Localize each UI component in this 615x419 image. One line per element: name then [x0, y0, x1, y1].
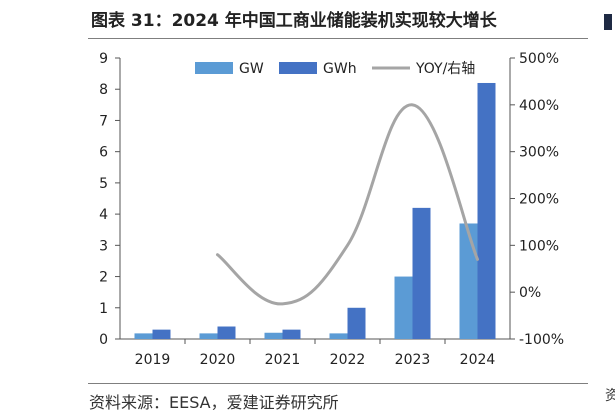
- left-tick-label: 8: [99, 82, 108, 98]
- right-tick-label: 200%: [519, 192, 559, 208]
- bar-gwh-2020: [217, 326, 236, 339]
- adjacent-panel-edge: [604, 14, 612, 30]
- right-tick-label: 0%: [519, 285, 541, 301]
- bars: [134, 82, 496, 339]
- right-tick-label: 300%: [519, 145, 559, 161]
- x-tick-label: 2019: [135, 352, 171, 368]
- bar-gwh-2024: [477, 82, 496, 339]
- legend-label: GW: [239, 61, 264, 77]
- left-tick-label: 0: [99, 332, 108, 348]
- right-tick-label: 500%: [519, 51, 559, 67]
- adjacent-panel-text-edge: 资: [605, 388, 615, 404]
- bar-gw-2021: [264, 332, 283, 339]
- x-tick-label: 2023: [395, 352, 431, 368]
- source-note: 资料来源：EESA，爱建证券研究所: [89, 393, 339, 412]
- bar-gwh-2022: [347, 307, 366, 339]
- legend-swatch-gwh: [279, 62, 317, 74]
- legend-label: YOY/右轴: [415, 61, 475, 77]
- left-tick-label: 3: [99, 238, 108, 254]
- left-tick-label: 1: [99, 301, 108, 317]
- chart-title: 图表 31：2024 年中国工商业储能装机实现较大增长: [91, 11, 497, 31]
- left-tick-label: 5: [99, 176, 108, 192]
- bar-gw-2024: [459, 223, 478, 339]
- legend: GW GWh YOY/右轴: [195, 61, 475, 77]
- bar-gw-2020: [199, 333, 218, 339]
- right-axis: -100% 0% 100% 200% 300% 400% 500%: [509, 51, 564, 348]
- left-tick-label: 6: [99, 145, 108, 161]
- bar-gw-2022: [329, 333, 348, 339]
- x-tick-label: 2024: [460, 352, 496, 368]
- right-tick-label: 400%: [519, 98, 559, 114]
- yoy-line-group: [216, 103, 479, 306]
- title-rule: [88, 38, 588, 39]
- bar-gw-2023: [394, 276, 413, 339]
- x-tick-label: 2022: [330, 352, 366, 368]
- bar-gwh-2023: [412, 207, 431, 339]
- x-axis: 2019 2020 2021 2022 2023 2024: [120, 338, 510, 368]
- right-tick-label: 100%: [519, 238, 559, 254]
- left-tick-label: 2: [99, 270, 108, 286]
- footer-rule: [88, 383, 588, 384]
- bar-gwh-2021: [282, 329, 301, 339]
- x-tick-label: 2021: [265, 352, 301, 368]
- left-tick-label: 7: [99, 113, 108, 129]
- yoy-line: [216, 103, 479, 306]
- legend-swatch-gw: [195, 62, 233, 74]
- right-tick-label: -100%: [519, 332, 564, 348]
- legend-label: GWh: [323, 61, 357, 77]
- left-axis: 0 1 2 3 4 5 6 7 8 9: [99, 51, 121, 348]
- left-tick-label: 4: [99, 207, 108, 223]
- bar-gw-2019: [134, 333, 153, 339]
- x-tick-label: 2020: [200, 352, 236, 368]
- bar-gwh-2019: [152, 329, 171, 339]
- left-tick-label: 9: [99, 51, 108, 67]
